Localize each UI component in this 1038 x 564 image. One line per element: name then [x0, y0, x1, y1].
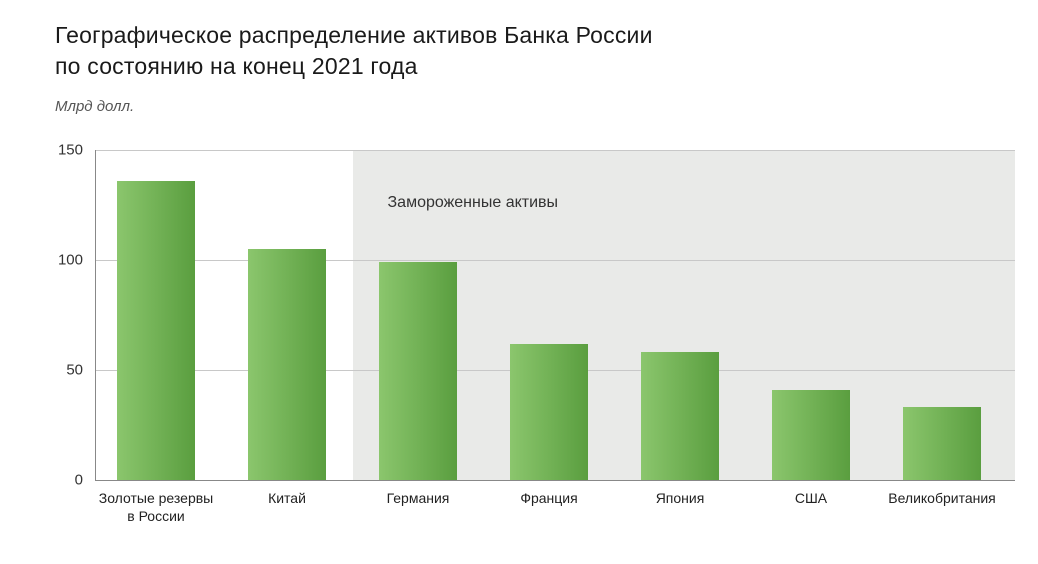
bar [641, 352, 719, 480]
y-axis [95, 150, 96, 480]
x-axis [95, 480, 1015, 481]
y-tick-label: 50 [23, 362, 83, 379]
gridline [95, 150, 1015, 151]
title-line-2: по состоянию на конец 2021 года [55, 53, 418, 79]
bar [772, 390, 850, 480]
x-tick-label: Великобритания [888, 490, 996, 508]
x-tick-label: Германия [387, 490, 450, 508]
gridline [95, 260, 1015, 261]
bar [379, 262, 457, 480]
bar [510, 344, 588, 480]
x-tick-label: США [795, 490, 827, 508]
chart-title: Географическое распределение активов Бан… [55, 20, 653, 82]
bar [903, 407, 981, 480]
chart-area: 050100150Золотые резервыв РоссииКитайГер… [95, 150, 1015, 480]
y-tick-label: 0 [23, 472, 83, 489]
frozen-assets-label: Замороженные активы [388, 194, 559, 212]
chart-container: Географическое распределение активов Бан… [0, 0, 1038, 564]
y-tick-label: 150 [23, 142, 83, 159]
y-axis-unit-label: Млрд долл. [55, 98, 134, 115]
y-tick-label: 100 [23, 252, 83, 269]
plot-region: 050100150Золотые резервыв РоссииКитайГер… [95, 150, 1015, 480]
x-tick-label: Золотые резервыв России [99, 490, 214, 525]
x-tick-label: Япония [656, 490, 705, 508]
x-tick-label: Франция [520, 490, 577, 508]
title-line-1: Географическое распределение активов Бан… [55, 22, 653, 48]
bar [248, 249, 326, 480]
x-tick-label: Китай [268, 490, 306, 508]
bar [117, 181, 195, 480]
